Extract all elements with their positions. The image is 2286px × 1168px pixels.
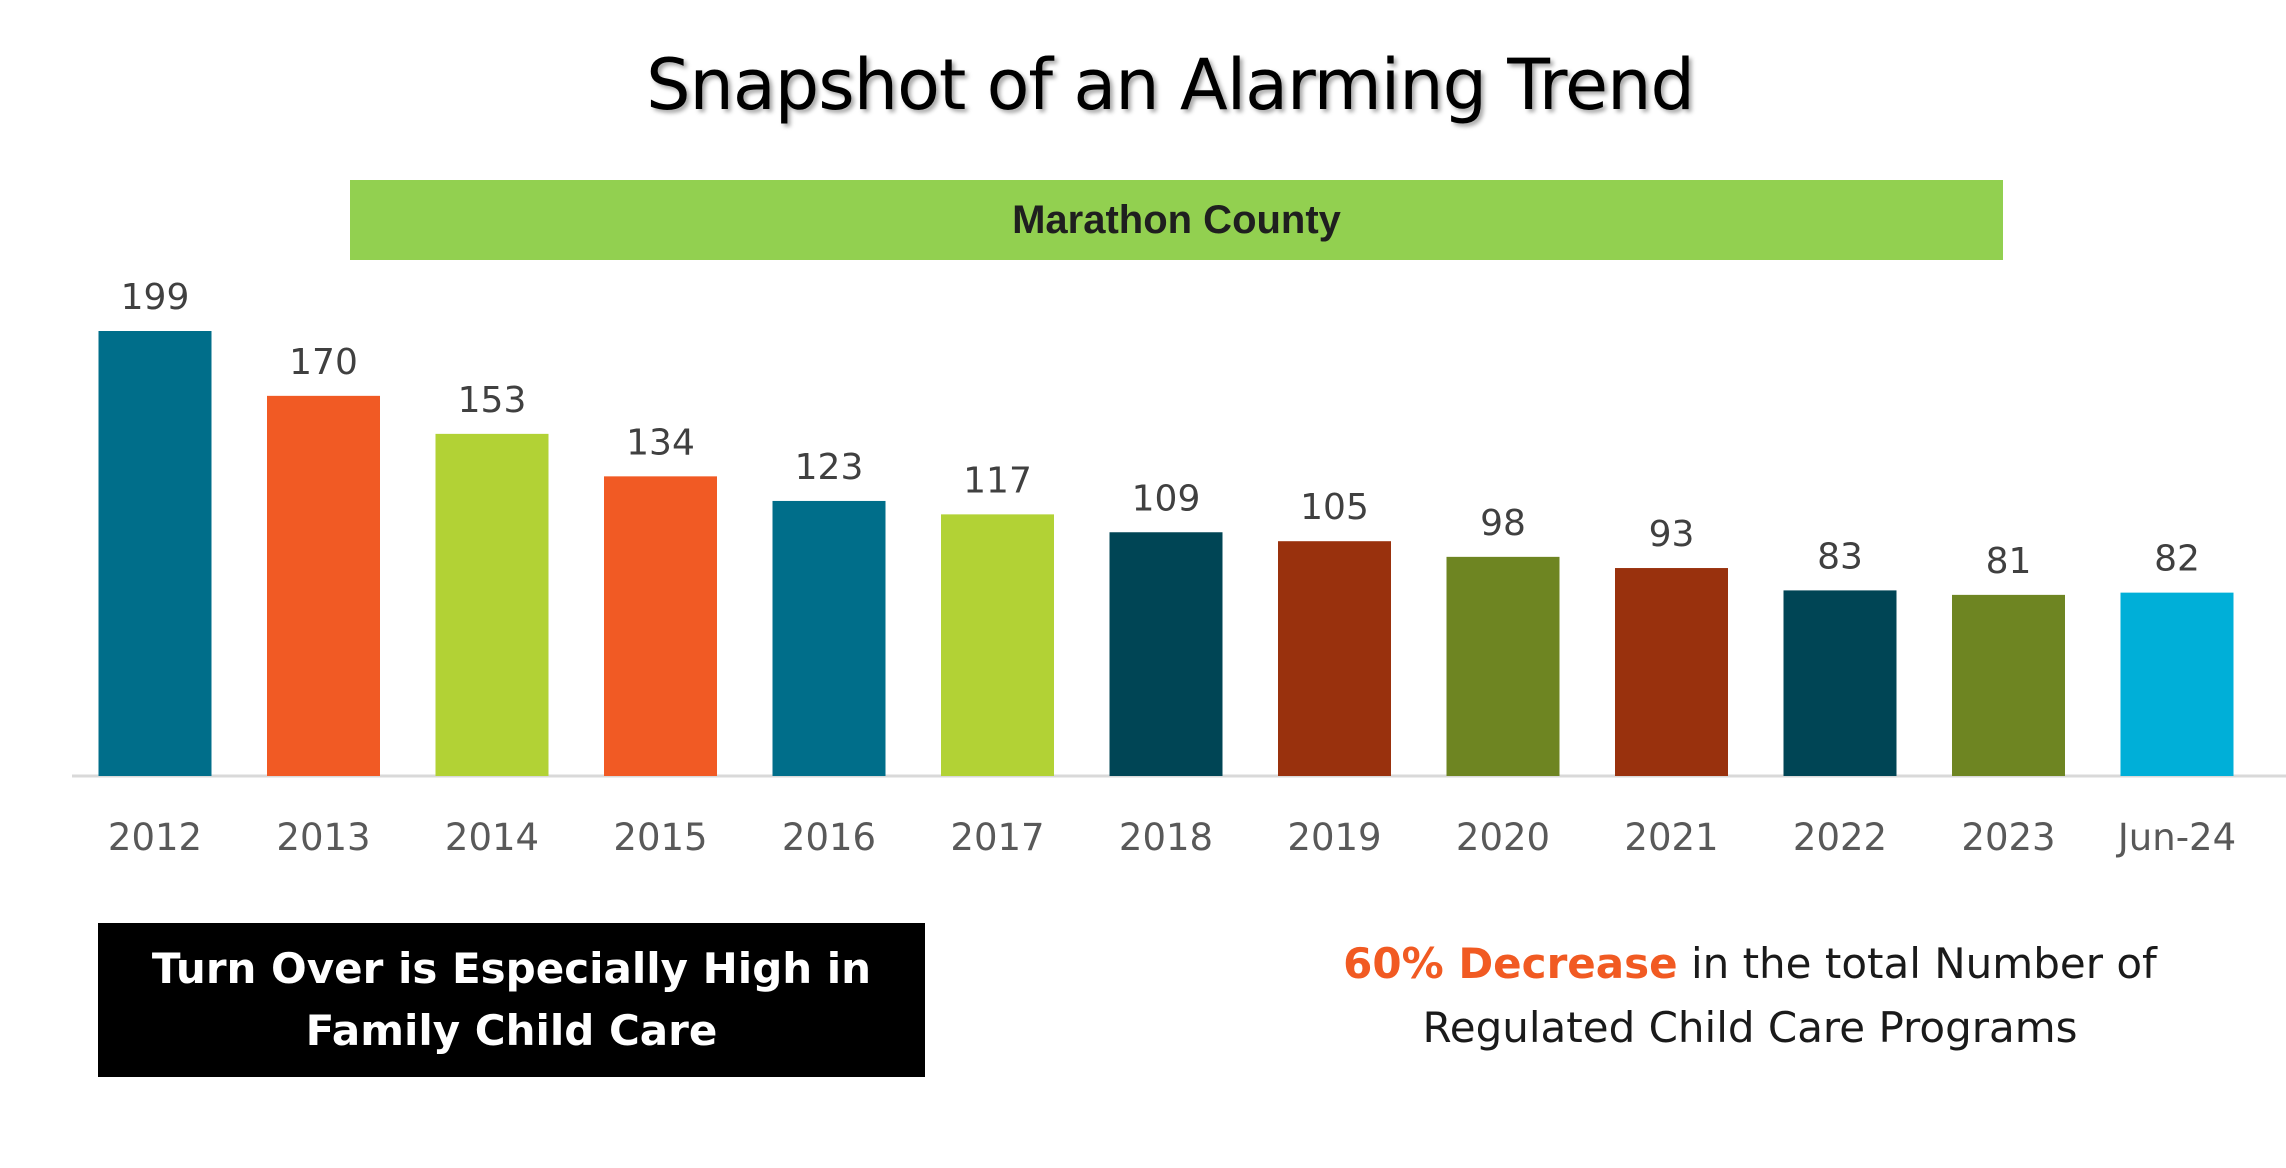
bar-Jun-24 [2120, 592, 2234, 776]
x-tick-2022: 2022 [1793, 816, 1887, 859]
value-label-2017: 117 [963, 460, 1032, 501]
value-label-2015: 134 [626, 422, 695, 463]
note-highlight: 60% Decrease [1343, 939, 1678, 988]
value-label-2016: 123 [795, 447, 864, 488]
bar-2020 [1446, 556, 1560, 776]
value-label-2013: 170 [289, 342, 358, 383]
value-label-2021: 93 [1649, 514, 1695, 555]
value-label-2023: 81 [1986, 541, 2032, 582]
value-label-2020: 98 [1480, 503, 1526, 544]
callout-line-2: Family Child Care [305, 1006, 718, 1055]
note-text-1: in the total Number of [1677, 939, 2157, 988]
bar-2012 [98, 331, 212, 776]
x-tick-2016: 2016 [782, 816, 876, 859]
bar-2017 [941, 514, 1054, 776]
x-tick-2014: 2014 [445, 816, 539, 859]
bars-group [98, 331, 2234, 776]
callout-box: Turn Over is Especially High in Family C… [98, 923, 925, 1077]
bar-2013 [267, 395, 380, 776]
bar-2018 [1109, 532, 1223, 776]
bar-2014 [435, 433, 549, 776]
value-label-2019: 105 [1300, 487, 1369, 528]
bar-2022 [1783, 590, 1897, 776]
bar-2016 [772, 500, 886, 776]
callout-line-1: Turn Over is Especially High in [151, 944, 872, 993]
x-tick-2013: 2013 [276, 816, 370, 859]
x-tick-2021: 2021 [1624, 816, 1718, 859]
bar-2019 [1278, 541, 1391, 776]
x-tick-2017: 2017 [950, 816, 1044, 859]
summary-note: 60% Decrease in the total Number of Regu… [1300, 932, 2200, 1060]
value-label-2012: 199 [121, 277, 190, 318]
chart-banner: Marathon County [350, 180, 2003, 260]
note-text-2: Regulated Child Care Programs [1422, 1003, 2078, 1052]
x-tick-2019: 2019 [1287, 816, 1381, 859]
bar-2023 [1952, 594, 2065, 776]
x-tick-2023: 2023 [1961, 816, 2055, 859]
bar-2015 [604, 476, 717, 776]
x-tick-2018: 2018 [1119, 816, 1213, 859]
x-tick-2012: 2012 [108, 816, 202, 859]
value-label-2014: 153 [458, 380, 527, 421]
x-tick-2020: 2020 [1456, 816, 1550, 859]
value-label-Jun-24: 82 [2154, 539, 2200, 580]
value-label-2022: 83 [1817, 536, 1863, 577]
value-labels-group: 199 170 153 134 123 117 109 105 98 93 83 81 82 [121, 277, 2200, 582]
page-title: Snapshot of an Alarming Trend [646, 44, 1695, 126]
x-tick-labels-group: 2012 2013 2014 2015 2016 2017 2018 2019 2020 2021… [108, 816, 2236, 859]
value-label-2018: 109 [1132, 478, 1201, 519]
bar-2021 [1615, 568, 1728, 776]
x-tick-Jun-24: Jun-24 [2116, 816, 2236, 859]
x-tick-2015: 2015 [613, 816, 707, 859]
